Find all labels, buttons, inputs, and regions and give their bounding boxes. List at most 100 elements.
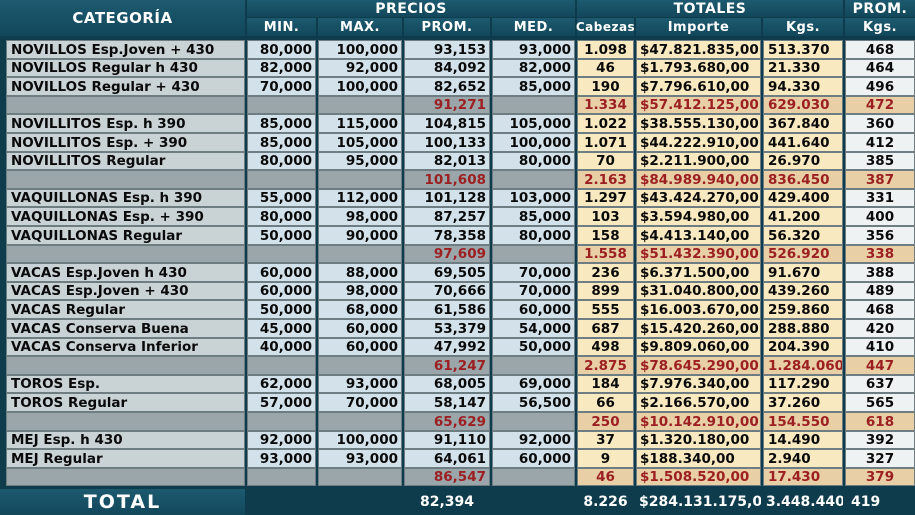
row-min-price: 92,000 (247, 431, 316, 449)
row-category: VACAS Conserva Inferior (6, 338, 245, 356)
row-kgs: 26.970 (763, 152, 843, 170)
row-heads: 1.022 (577, 114, 634, 133)
row-avg-price: 58,147 (404, 393, 490, 412)
row-category: VAQUILLONAS Esp. + 390 (6, 207, 245, 226)
row-category: VACAS Conserva Buena (6, 319, 245, 338)
row-min-price: 80,000 (247, 152, 316, 170)
row-amount: $7.976.340,00 (636, 375, 761, 393)
total-kgs: 3.448.440 (766, 494, 843, 510)
row-heads: 9 (577, 449, 634, 468)
row-category: NOVILLITOS Regular (6, 152, 245, 170)
row-kgs: 56.320 (763, 226, 843, 245)
row-amount: $188.340,00 (636, 449, 761, 468)
subtotal-median-price (492, 356, 575, 375)
subtotal-median-price (492, 245, 575, 263)
row-heads: 236 (577, 263, 634, 282)
row-heads: 190 (577, 77, 634, 96)
row-heads: 37 (577, 431, 634, 449)
row-avg-kgs: 356 (845, 226, 915, 245)
row-median-price: 50,000 (492, 338, 575, 356)
row-amount: $7.796.610,00 (636, 77, 761, 96)
row-avg-price: 47,992 (404, 338, 490, 356)
subtotal-category (6, 96, 245, 114)
row-avg-price: 84,092 (404, 59, 490, 77)
row-category: TOROS Regular (6, 393, 245, 412)
row-max-price: 60,000 (318, 338, 402, 356)
row-kgs: 41.200 (763, 207, 843, 226)
row-min-price: 80,000 (247, 40, 316, 59)
row-avg-price: 87,257 (404, 207, 490, 226)
row-amount: $38.555.130,00 (636, 114, 761, 133)
header-categoria: CATEGORÍA (0, 0, 245, 36)
row-heads: 103 (577, 207, 634, 226)
row-median-price: 60,000 (492, 449, 575, 468)
header-prom-kgs: Kgs. (845, 18, 915, 36)
row-category: MEJ Regular (6, 449, 245, 468)
row-median-price: 60,000 (492, 300, 575, 319)
row-amount: $15.420.260,00 (636, 319, 761, 338)
row-heads: 1.098 (577, 40, 634, 59)
row-min-price: 60,000 (247, 263, 316, 282)
row-avg-kgs: 468 (845, 40, 915, 59)
row-median-price: 69,000 (492, 375, 575, 393)
row-min-price: 93,000 (247, 449, 316, 468)
row-median-price: 80,000 (492, 226, 575, 245)
header-totales: TOTALES (577, 0, 843, 17)
header-cabezas: Cabezas (575, 18, 636, 36)
row-avg-price: 61,586 (404, 300, 490, 319)
row-category: NOVILLOS Esp.Joven + 430 (6, 40, 245, 59)
subtotal-max-price (318, 412, 402, 431)
subtotal-avg-kgs: 472 (845, 96, 915, 114)
subtotal-category (6, 412, 245, 431)
subtotal-median-price (492, 412, 575, 431)
row-avg-kgs: 565 (845, 393, 915, 412)
total-prom: 82,394 (419, 494, 475, 510)
row-median-price: 85,000 (492, 207, 575, 226)
subtotal-category (6, 245, 245, 263)
subtotal-min-price (247, 96, 316, 114)
row-max-price: 70,000 (318, 393, 402, 412)
row-kgs: 367.840 (763, 114, 843, 133)
row-heads: 70 (577, 152, 634, 170)
subtotal-min-price (247, 468, 316, 486)
row-max-price: 98,000 (318, 207, 402, 226)
row-max-price: 115,000 (318, 114, 402, 133)
row-category: VAQUILLONAS Regular (6, 226, 245, 245)
row-category: TOROS Esp. (6, 375, 245, 393)
row-min-price: 50,000 (247, 300, 316, 319)
row-kgs: 14.490 (763, 431, 843, 449)
subtotal-amount: $78.645.290,00 (636, 356, 761, 375)
subtotal-kgs: 836.450 (763, 170, 843, 189)
row-kgs: 441.640 (763, 133, 843, 152)
subtotal-heads: 1.334 (577, 96, 634, 114)
subtotal-avg-kgs: 379 (845, 468, 915, 486)
header-kgs: Kgs. (763, 18, 843, 36)
row-avg-kgs: 388 (845, 263, 915, 282)
row-avg-kgs: 331 (845, 189, 915, 207)
row-avg-kgs: 410 (845, 338, 915, 356)
row-category: VAQUILLONAS Esp. h 390 (6, 189, 245, 207)
subtotal-amount: $57.412.125,00 (636, 96, 761, 114)
row-median-price: 105,000 (492, 114, 575, 133)
row-category: VACAS Esp.Joven h 430 (6, 263, 245, 282)
row-avg-price: 93,153 (404, 40, 490, 59)
row-kgs: 94.330 (763, 77, 843, 96)
row-avg-kgs: 385 (845, 152, 915, 170)
row-kgs: 288.880 (763, 319, 843, 338)
subtotal-kgs: 629.030 (763, 96, 843, 114)
subtotal-max-price (318, 356, 402, 375)
row-max-price: 100,000 (318, 77, 402, 96)
subtotal-heads: 1.558 (577, 245, 634, 263)
row-max-price: 98,000 (318, 282, 402, 300)
subtotal-amount: $51.432.390,00 (636, 245, 761, 263)
row-kgs: 204.390 (763, 338, 843, 356)
subtotal-min-price (247, 356, 316, 375)
subtotal-avg-kgs: 387 (845, 170, 915, 189)
subtotal-amount: $10.142.910,00 (636, 412, 761, 431)
subtotal-avg-price: 91,271 (404, 96, 490, 114)
row-avg-price: 68,005 (404, 375, 490, 393)
subtotal-kgs: 526.920 (763, 245, 843, 263)
row-avg-price: 82,013 (404, 152, 490, 170)
subtotal-min-price (247, 245, 316, 263)
row-amount: $3.594.980,00 (636, 207, 761, 226)
